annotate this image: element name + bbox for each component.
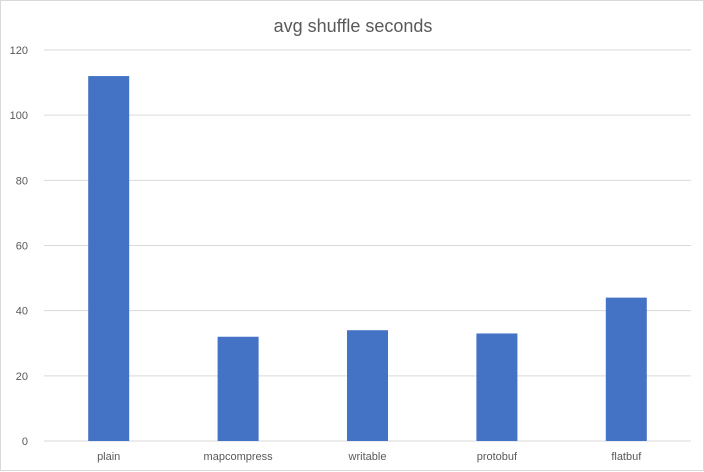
y-tick-label: 20 (16, 371, 28, 383)
bar-flatbuf (605, 297, 647, 441)
y-axis-ticks: 0 20 40 60 80 100 120 (10, 45, 28, 448)
x-tick-label: writable (348, 451, 387, 463)
x-axis-ticks: plain mapcompress writable protobuf flatbuf (97, 451, 642, 463)
bar-writable (347, 330, 388, 441)
y-tick-label: 80 (16, 175, 28, 187)
bar-plain (88, 76, 130, 442)
chart-title: avg shuffle seconds (274, 16, 433, 36)
bar-mapcompress (217, 336, 259, 441)
y-tick-label: 100 (10, 110, 28, 122)
y-tick-label: 40 (16, 306, 28, 318)
x-tick-label: protobuf (477, 451, 518, 463)
y-tick-label: 120 (10, 45, 28, 57)
x-tick-label: mapcompress (204, 451, 274, 463)
x-tick-label: flatbuf (611, 451, 642, 463)
bars (88, 76, 647, 442)
y-tick-label: 60 (16, 241, 28, 253)
gridlines (44, 49, 691, 442)
x-tick-label: plain (97, 451, 120, 463)
y-tick-label: 0 (22, 436, 28, 448)
bar-protobuf (476, 333, 518, 441)
